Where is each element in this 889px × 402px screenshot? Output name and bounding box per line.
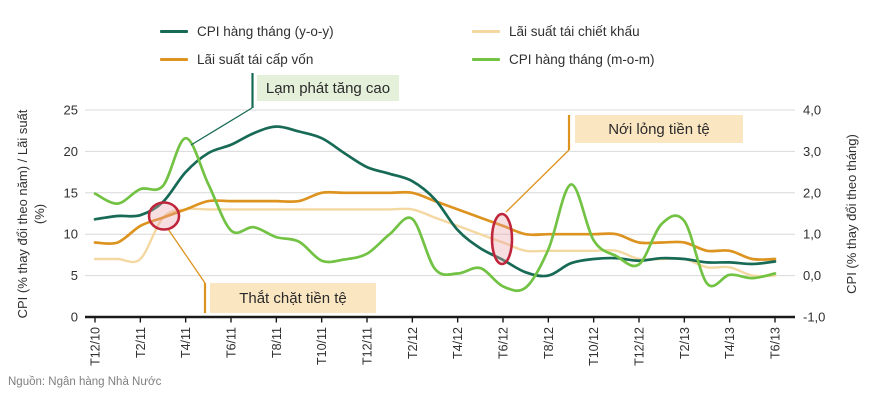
left-tick-label: 5 xyxy=(71,268,78,283)
series-line-cpi-yoy xyxy=(93,125,777,278)
x-tick-label: T4/11 xyxy=(179,327,193,358)
legend-swatch-refinance-line xyxy=(160,57,188,61)
x-tick-label: T2/11 xyxy=(134,327,148,358)
legend-item-rediscount-rate: Lãi suất tái chiết khấu xyxy=(472,22,655,40)
x-tick-label: T8/12 xyxy=(542,327,556,359)
right-tick-label: 0,0 xyxy=(803,268,821,283)
legend-swatch-cpi-yoy-line xyxy=(160,29,188,33)
left-tick-label: 10 xyxy=(64,227,78,242)
annotation-leader-line xyxy=(190,107,253,146)
legend-label-cpi-mom: CPI hàng tháng (m-o-m) xyxy=(509,51,655,67)
annotation-monetary-easing: Nới lỏng tiền tệ xyxy=(575,115,743,143)
x-tick-label: T4/12 xyxy=(451,327,465,359)
left-tick-label: 0 xyxy=(71,310,78,325)
legend-swatch-cpi-mom-line xyxy=(472,57,500,61)
right-tick-label: 1,0 xyxy=(803,227,821,242)
right-tick-label: 4,0 xyxy=(803,103,821,118)
series-line-cpi-mom xyxy=(93,136,777,293)
series-line-refinance-rate xyxy=(93,190,777,261)
legend-swatch-rediscount-line xyxy=(472,29,500,33)
left-tick-label: 25 xyxy=(64,103,78,118)
source-note: Nguồn: Ngân hàng Nhà Nước xyxy=(8,376,162,388)
highlight-ellipse-tightening xyxy=(147,201,181,231)
annotation-leader-line xyxy=(505,149,570,213)
x-tick-label: T4/13 xyxy=(723,327,737,359)
legend-label-rediscount-rate: Lãi suất tái chiết khấu xyxy=(509,23,640,39)
right-tick-label: -1,0 xyxy=(803,310,825,325)
highlight-ellipse-easing xyxy=(490,212,514,266)
legend-label-cpi-yoy: CPI hàng tháng (y-o-y) xyxy=(197,23,334,39)
annotation-monetary-tightening: Thắt chặt tiền tệ xyxy=(210,283,376,313)
legend: CPI hàng tháng (y-o-y) Lãi suất tái chiế… xyxy=(160,22,655,68)
legend-label-refinance-rate: Lãi suất tái cấp vốn xyxy=(197,51,314,67)
x-tick-label: T6/11 xyxy=(225,327,239,358)
x-tick-label: T6/12 xyxy=(497,327,511,359)
legend-item-cpi-mom: CPI hàng tháng (m-o-m) xyxy=(472,50,655,68)
annotation-leader-line xyxy=(167,228,206,284)
x-tick-label: T6/13 xyxy=(769,327,783,359)
x-tick-label: T12/11 xyxy=(361,327,375,365)
right-tick-label: 2,0 xyxy=(803,185,821,200)
x-tick-label: T8/11 xyxy=(270,327,284,358)
x-tick-label: T10/12 xyxy=(587,327,601,366)
annotation-inflation-high: Lạm phát tăng cao xyxy=(257,75,399,101)
legend-item-cpi-yoy: CPI hàng tháng (y-o-y) xyxy=(160,22,472,40)
x-tick-label: T12/12 xyxy=(633,327,647,366)
x-tick-label: T2/12 xyxy=(406,327,420,359)
left-tick-label: 20 xyxy=(64,144,78,159)
legend-item-refinance-rate: Lãi suất tái cấp vốn xyxy=(160,50,472,68)
x-tick-label: T2/13 xyxy=(678,327,692,359)
x-tick-label: T10/11 xyxy=(315,327,329,365)
right-tick-label: 3,0 xyxy=(803,144,821,159)
left-tick-label: 15 xyxy=(64,185,78,200)
x-tick-label: T12/10 xyxy=(89,327,103,366)
